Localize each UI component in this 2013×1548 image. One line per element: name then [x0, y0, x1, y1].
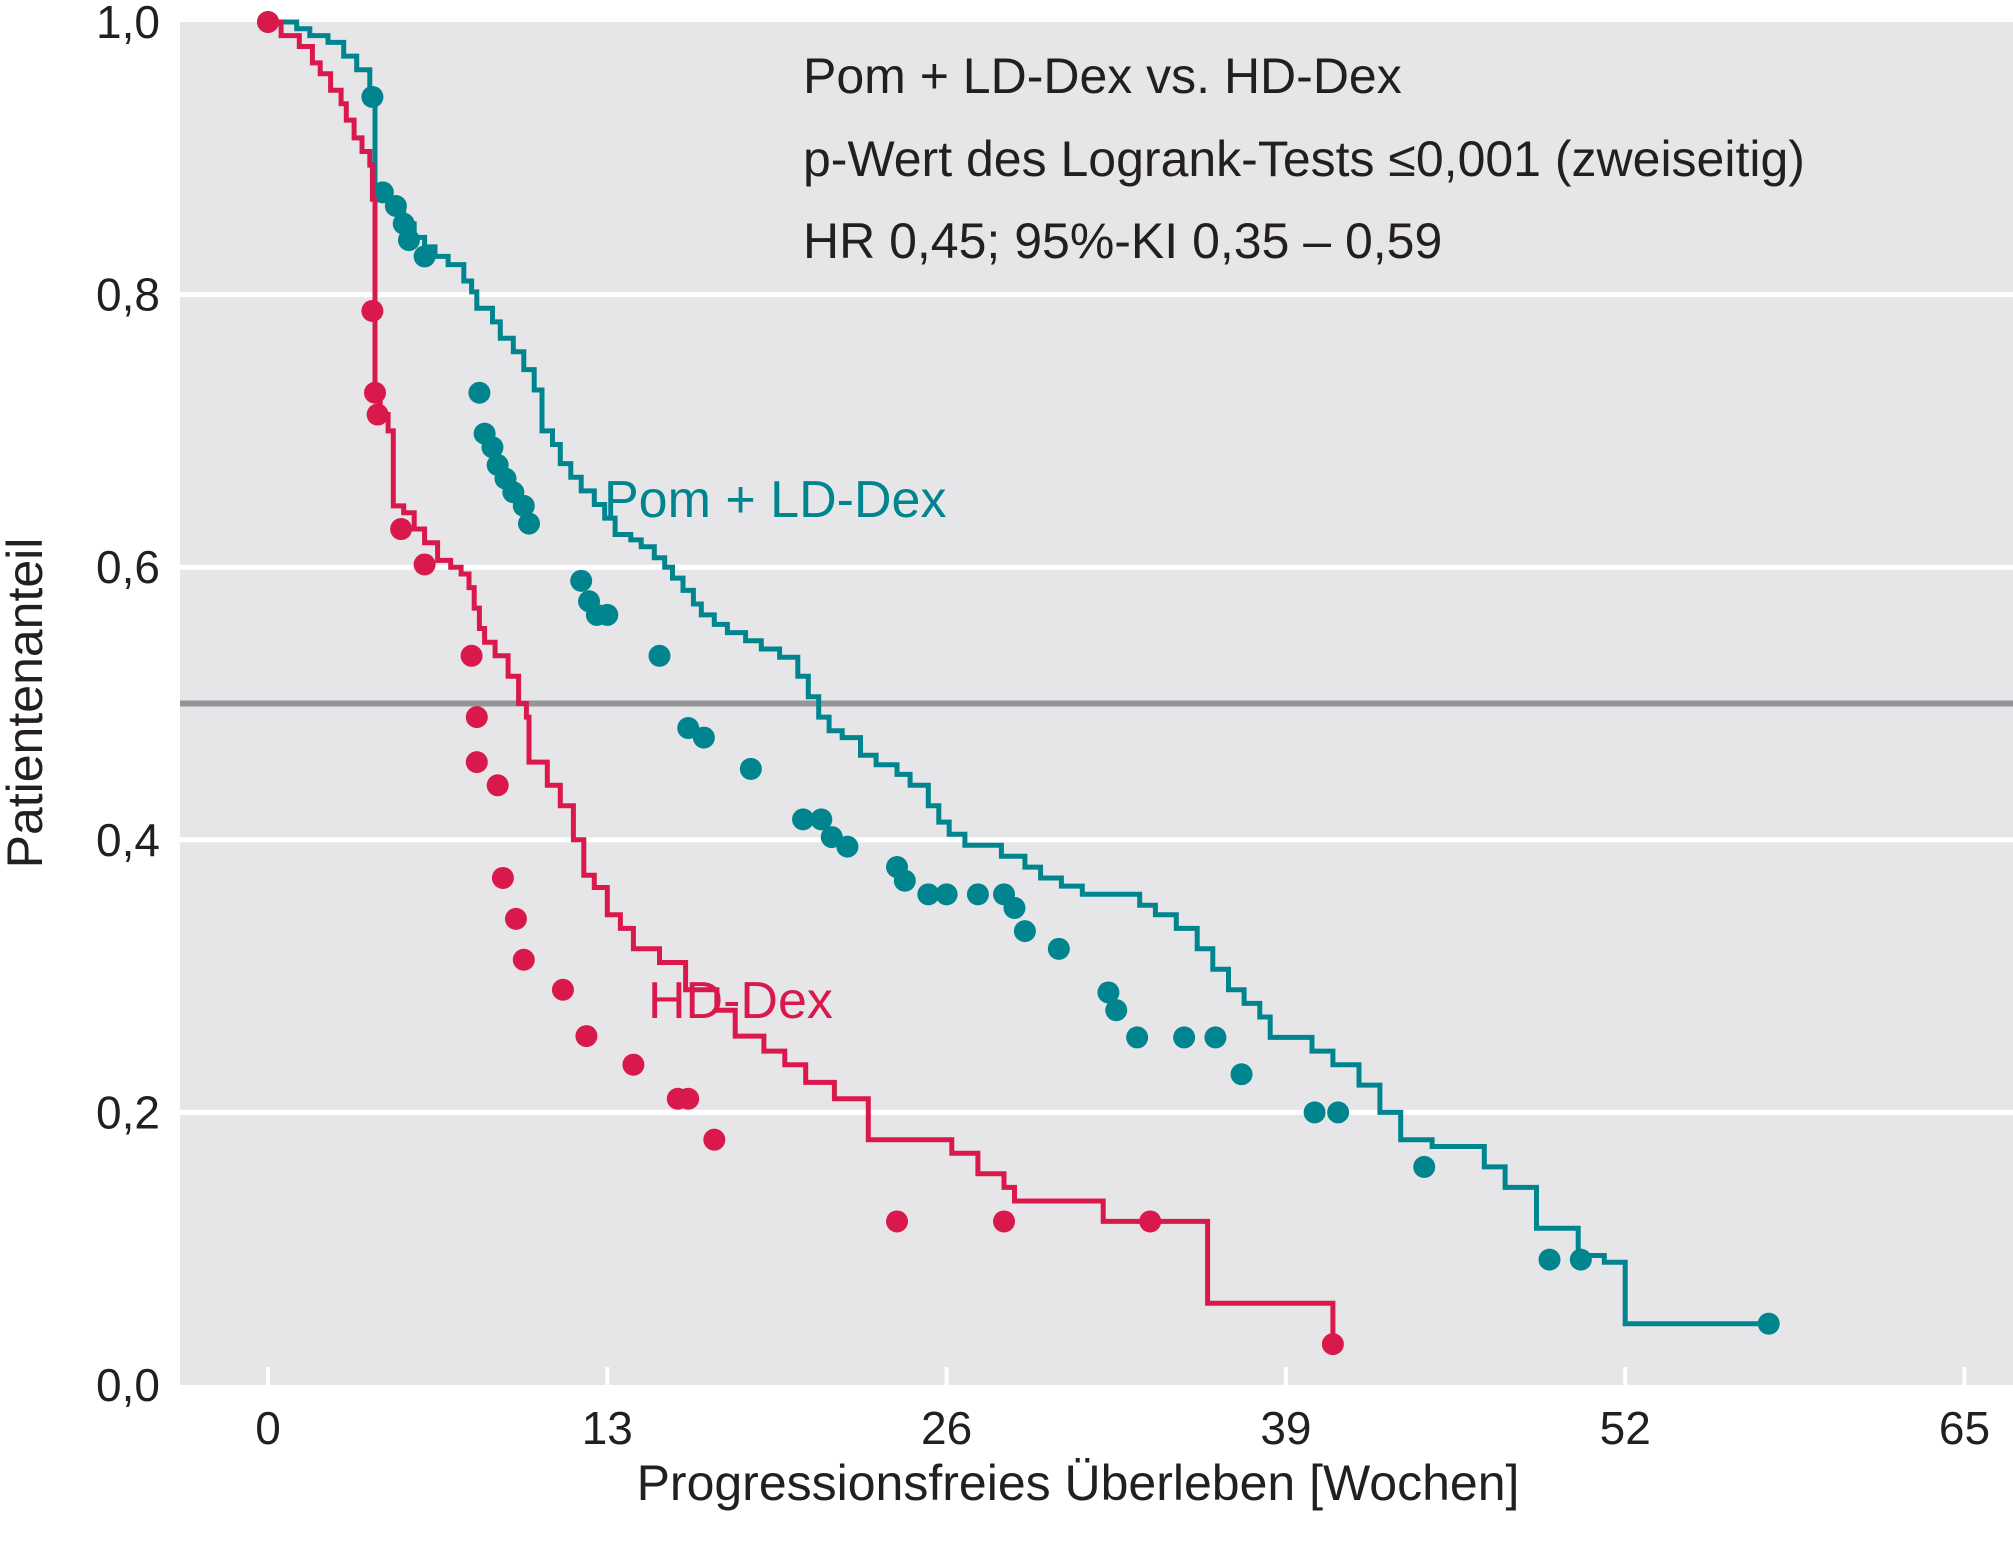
censor-marker-pom-ld-dex — [1105, 999, 1128, 1022]
survival-line-hd-dex — [268, 19, 1336, 1345]
x-tick-label: 39 — [1260, 1402, 1311, 1454]
y-tick-label: 1,0 — [96, 0, 160, 48]
censor-marker-pom-ld-dex — [512, 494, 535, 517]
censor-marker-hd-dex — [622, 1053, 645, 1076]
censor-marker-hd-dex — [703, 1128, 726, 1151]
censor-marker-pom-ld-dex — [935, 883, 958, 906]
censor-marker-pom-ld-dex — [1013, 920, 1036, 943]
annotation-hazard-ratio: HR 0,45; 95%-KI 0,35 – 0,59 — [803, 213, 1442, 269]
censor-marker-pom-ld-dex — [893, 869, 916, 892]
series-label-pom-ld-dex: Pom + LD-Dex — [604, 471, 946, 529]
censor-marker-hd-dex — [486, 774, 509, 797]
x-tick-label: 26 — [921, 1402, 972, 1454]
axes: 0,0 0,2 0,4 0,6 0,8 1,0 0 13 26 39 52 65 — [96, 0, 1990, 1454]
survival-curves — [257, 11, 1780, 1356]
censor-marker-pom-ld-dex — [648, 644, 671, 667]
censor-marker-pom-ld-dex — [966, 883, 989, 906]
survival-line-pom-ld-dex — [268, 19, 1769, 1327]
censor-marker-hd-dex — [504, 907, 527, 930]
censor-marker-pom-ld-dex — [1204, 1026, 1227, 1049]
censor-marker-hd-dex — [677, 1087, 700, 1110]
y-tick-label: 0,4 — [96, 814, 160, 866]
series-hd-dex — [257, 11, 1344, 1356]
censor-marker-pom-ld-dex — [1303, 1101, 1326, 1124]
x-tick-label: 52 — [1600, 1402, 1651, 1454]
y-axis-title: Patientenanteil — [0, 538, 53, 869]
y-tick-label: 0,8 — [96, 269, 160, 321]
censor-marker-pom-ld-dex — [1757, 1312, 1780, 1335]
censor-marker-pom-ld-dex — [1173, 1026, 1196, 1049]
censor-marker-pom-ld-dex — [792, 808, 815, 831]
censor-marker-hd-dex — [413, 553, 436, 576]
censor-marker-hd-dex — [364, 381, 387, 404]
censor-marker-pom-ld-dex — [570, 569, 593, 592]
censor-marker-pom-ld-dex — [810, 808, 833, 831]
x-tick-label: 13 — [582, 1402, 633, 1454]
gridlines — [180, 292, 2013, 1115]
censor-marker-hd-dex — [993, 1210, 1016, 1233]
y-tick-label: 0,0 — [96, 1359, 160, 1411]
censor-marker-hd-dex — [1139, 1210, 1162, 1233]
x-tick-label: 65 — [1939, 1402, 1990, 1454]
censor-marker-pom-ld-dex — [1047, 937, 1070, 960]
x-tick-label: 0 — [255, 1402, 281, 1454]
x-axis-title: Progressionsfreies Überleben [Wochen] — [637, 1455, 1520, 1511]
censor-marker-pom-ld-dex — [1003, 896, 1026, 919]
censor-marker-pom-ld-dex — [836, 835, 859, 858]
censor-marker-pom-ld-dex — [1097, 981, 1120, 1004]
censor-marker-hd-dex — [361, 299, 384, 322]
censor-marker-hd-dex — [491, 866, 514, 889]
censor-marker-pom-ld-dex — [917, 883, 940, 906]
censor-marker-pom-ld-dex — [518, 512, 540, 535]
censor-marker-pom-ld-dex — [413, 245, 436, 268]
censor-marker-pom-ld-dex — [596, 603, 619, 626]
censor-marker-pom-ld-dex — [1327, 1101, 1350, 1124]
censor-marker-pom-ld-dex — [384, 195, 407, 218]
censor-marker-hd-dex — [886, 1210, 909, 1233]
censor-marker-pom-ld-dex — [1230, 1063, 1253, 1086]
censor-marker-hd-dex — [512, 948, 535, 971]
censor-marker-hd-dex — [257, 11, 279, 33]
censor-marker-pom-ld-dex — [1538, 1248, 1561, 1271]
censor-marker-hd-dex — [575, 1025, 598, 1048]
censor-marker-hd-dex — [390, 518, 413, 541]
y-tick-label: 0,2 — [96, 1086, 160, 1138]
censor-marker-pom-ld-dex — [1569, 1248, 1592, 1271]
censor-marker-hd-dex — [460, 644, 483, 667]
censor-marker-hd-dex — [465, 751, 488, 774]
censor-marker-pom-ld-dex — [481, 436, 504, 459]
censor-marker-pom-ld-dex — [361, 85, 384, 108]
censor-marker-pom-ld-dex — [1413, 1155, 1436, 1178]
censor-marker-pom-ld-dex — [1126, 1026, 1149, 1049]
y-tick-label: 0,6 — [96, 541, 160, 593]
censor-marker-hd-dex — [551, 978, 574, 1001]
series-pom-ld-dex — [257, 11, 1780, 1335]
annotation-comparison: Pom + LD-Dex vs. HD-Dex — [803, 48, 1402, 104]
censor-marker-hd-dex — [366, 403, 389, 426]
censor-marker-hd-dex — [465, 706, 488, 729]
annotation-logrank-p-value: p-Wert des Logrank-Tests ≤0,001 (zweisei… — [803, 131, 1805, 187]
censor-marker-hd-dex — [1321, 1333, 1344, 1356]
censor-marker-pom-ld-dex — [692, 726, 715, 749]
censor-marker-pom-ld-dex — [468, 381, 491, 404]
censor-marker-pom-ld-dex — [397, 229, 420, 252]
censor-marker-pom-ld-dex — [739, 757, 762, 780]
series-label-hd-dex: HD-Dex — [648, 972, 833, 1030]
